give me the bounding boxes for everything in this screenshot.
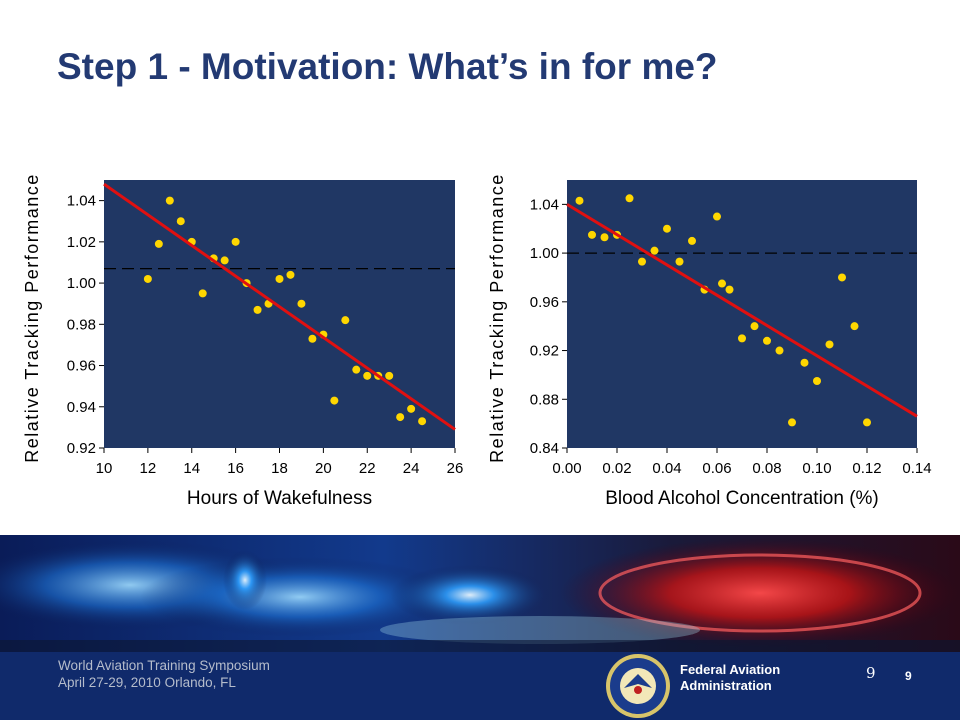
chart1-point-15: [308, 334, 317, 343]
chart1-y-axis-label: Relative Tracking Performance: [22, 173, 42, 463]
chart1-point-5: [198, 289, 207, 298]
chart1-point-13: [286, 270, 295, 279]
chart1-y-tick-label-3: 0.98: [67, 316, 96, 333]
chart1-x-tick-label-5: 20: [315, 460, 332, 477]
chart1-x-tick-label-3: 16: [227, 460, 244, 477]
chart2-x-tick-label-6: 0.12: [852, 460, 881, 477]
chart1-point-22: [385, 371, 394, 380]
chart1-y-tick-label-0: 0.92: [67, 440, 96, 457]
chart1-x-tick-label-0: 10: [96, 460, 113, 477]
chart2-x-tick-label-3: 0.06: [702, 460, 731, 477]
chart1-y-tick-label-1: 0.94: [67, 399, 96, 416]
chart2-point-4: [625, 194, 634, 203]
chart2-point-7: [663, 224, 671, 233]
chart1-point-10: [253, 305, 262, 314]
chart1-point-0: [143, 274, 152, 283]
chart1-point-19: [352, 365, 361, 374]
chart1-x-tick-label-6: 22: [359, 460, 376, 477]
chart1-point-14: [297, 299, 306, 308]
chart1-point-12: [275, 274, 284, 283]
footer-event-date: April 27-29, 2010 Orlando, FL: [58, 675, 236, 690]
chart1-point-8: [231, 237, 240, 246]
chart2-point-6: [650, 246, 659, 255]
chart1-x-tick-label-8: 26: [447, 460, 464, 477]
chart2-point-23: [850, 322, 859, 331]
chart2-point-14: [738, 334, 746, 343]
chart2-x-tick-label-4: 0.08: [752, 460, 781, 477]
chart1-x-tick-label-4: 18: [271, 460, 288, 477]
chart2-x-axis-label: Blood Alcohol Concentration (%): [605, 488, 879, 509]
chart1-fit-line: [103, 182, 456, 431]
chart1-x-tick-label-2: 14: [183, 460, 200, 477]
chart2-point-12: [718, 279, 726, 288]
chart2-point-9: [688, 236, 696, 245]
slide-title: Step 1 - Motivation: What’s in for me?: [57, 46, 718, 87]
banner-lights-graphic: [0, 535, 960, 652]
chart2-y-tick-label-5: 1.04: [530, 196, 559, 213]
chart2-x-tick-label-0: 0.00: [552, 460, 581, 477]
faa-seal-logo: [606, 654, 670, 718]
chart2-plot-area: [567, 180, 917, 448]
chart1-point-24: [407, 404, 416, 413]
chart2-point-16: [763, 336, 771, 345]
chart2-point-13: [725, 285, 734, 294]
org-name-line1: Federal Aviation: [680, 662, 781, 677]
chart2-y-tick-label-2: 0.92: [530, 343, 559, 360]
chart2-point-0: [575, 196, 584, 205]
chart2-point-19: [800, 358, 809, 367]
chart1-point-23: [396, 413, 405, 422]
page-number: 9: [866, 664, 876, 682]
chart2-y-axis-label: Relative Tracking Performance: [487, 173, 507, 463]
chart1-point-2: [165, 196, 174, 205]
org-name-line2: Administration: [680, 678, 772, 693]
chart2-x-tick-label-2: 0.04: [652, 460, 681, 477]
chart2-y-tick-label-0: 0.84: [530, 440, 559, 457]
chart1-point-1: [154, 239, 163, 248]
chart2-x-tick-label-7: 0.14: [902, 460, 931, 477]
chart2-point-20: [813, 377, 821, 385]
chart2-point-5: [638, 257, 646, 266]
chart2-point-15: [750, 322, 759, 331]
chart1-point-3: [176, 217, 185, 226]
chart1-point-17: [330, 396, 339, 405]
chart2-x-tick-label-5: 0.10: [802, 460, 831, 477]
chart2-point-2: [600, 233, 609, 242]
chart2-point-22: [838, 273, 846, 282]
chart1-y-tick-label-5: 1.02: [67, 234, 96, 251]
footer-bar: World Aviation Training Symposium April …: [0, 652, 960, 720]
chart1-x-axis-label: Hours of Wakefulness: [187, 488, 372, 509]
chart2-point-1: [588, 230, 596, 239]
chart2-fit-line: [566, 203, 918, 418]
chart2-x-tick-label-1: 0.02: [602, 460, 631, 477]
chart1-y-tick-label-6: 1.04: [67, 193, 96, 210]
chart2-point-24: [863, 418, 871, 427]
chart1-y-tick-label-2: 0.96: [67, 358, 96, 375]
chart2-y-tick-label-1: 0.88: [530, 391, 559, 408]
chart2-point-8: [675, 257, 684, 266]
footer-event-name: World Aviation Training Symposium: [58, 658, 270, 673]
chart1-point-25: [418, 417, 427, 426]
chart1-point-7: [220, 256, 229, 265]
chart2-point-17: [775, 346, 784, 355]
chart2-y-tick-label-4: 1.00: [530, 245, 559, 262]
chart2-y-tick-label-3: 0.96: [530, 294, 559, 311]
chart1-point-18: [341, 316, 350, 325]
page-number-small: 9: [905, 669, 912, 683]
chart1-x-tick-label-7: 24: [403, 460, 420, 477]
charts-area: 10 12 14 16 18 20 22 24 26 0.92 0.94 0.96 0.98 1.00 1.…: [22, 173, 932, 509]
decorative-banner: [0, 535, 960, 652]
chart1-x-tick-label-1: 12: [140, 460, 157, 477]
chart1-point-20: [363, 371, 372, 380]
chart2-point-18: [788, 418, 796, 427]
chart1-y-tick-label-4: 1.00: [67, 275, 96, 292]
chart2-point-11: [713, 212, 721, 221]
chart2-point-21: [825, 340, 834, 349]
